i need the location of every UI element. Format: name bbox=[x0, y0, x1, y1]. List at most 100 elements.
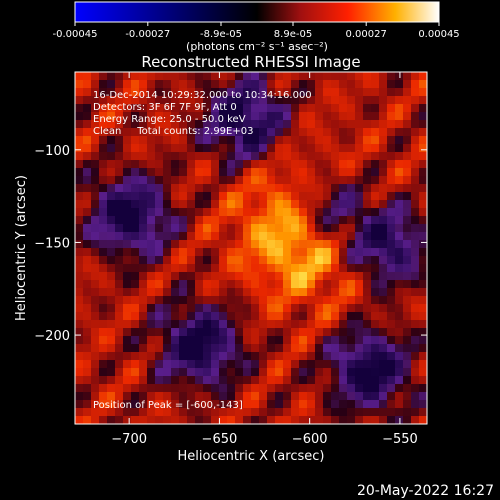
heat-cell bbox=[187, 312, 196, 321]
heat-cell bbox=[275, 376, 284, 385]
heat-cell bbox=[75, 304, 84, 313]
heat-cell bbox=[195, 360, 204, 369]
heat-cell bbox=[155, 336, 164, 345]
heat-cell bbox=[419, 88, 427, 97]
heat-cell bbox=[291, 376, 300, 385]
heat-cell bbox=[235, 160, 244, 169]
heat-cell bbox=[123, 136, 132, 145]
heat-cell bbox=[379, 336, 388, 345]
heat-cell bbox=[203, 104, 212, 113]
colorbar-gradient bbox=[74, 1, 440, 23]
heat-cell bbox=[235, 120, 244, 129]
heat-cell bbox=[419, 80, 427, 89]
heat-cell bbox=[195, 216, 204, 225]
heat-cell bbox=[147, 312, 156, 321]
heat-cell bbox=[283, 336, 292, 345]
heat-cell bbox=[363, 200, 372, 209]
heat-cell bbox=[91, 248, 100, 257]
heat-cell bbox=[323, 288, 332, 297]
heat-cell bbox=[267, 400, 276, 409]
heat-cell bbox=[267, 312, 276, 321]
heat-cell bbox=[371, 392, 380, 401]
heat-cell bbox=[243, 184, 252, 193]
heat-cell bbox=[163, 352, 172, 361]
heat-cell bbox=[203, 80, 212, 89]
heat-cell bbox=[419, 384, 427, 393]
heat-cell bbox=[163, 248, 172, 257]
heat-cell bbox=[83, 400, 92, 409]
heat-cell bbox=[83, 312, 92, 321]
heat-cell bbox=[187, 264, 196, 273]
heat-cell bbox=[419, 176, 427, 185]
heat-cell bbox=[235, 248, 244, 257]
heat-cell bbox=[91, 376, 100, 385]
heat-cell bbox=[195, 248, 204, 257]
heat-cell bbox=[147, 256, 156, 265]
heat-cell bbox=[411, 160, 420, 169]
heat-cell bbox=[259, 112, 268, 121]
heat-cell bbox=[171, 104, 180, 113]
heat-cell bbox=[179, 176, 188, 185]
heat-cell bbox=[307, 144, 316, 153]
heat-cell bbox=[331, 216, 340, 225]
heat-cell bbox=[179, 96, 188, 105]
heat-cell bbox=[83, 320, 92, 329]
heat-cell bbox=[411, 376, 420, 385]
heat-cell bbox=[267, 104, 276, 113]
heat-cell bbox=[291, 184, 300, 193]
heat-cell bbox=[243, 344, 252, 353]
colorbar-tick-label: -0.00045 bbox=[53, 29, 98, 40]
heat-cell bbox=[187, 304, 196, 313]
info-line-detectors: Detectors: 3F 6F 7F 9F, Att 0 bbox=[93, 102, 237, 113]
heat-cell bbox=[259, 328, 268, 337]
heat-cell bbox=[379, 232, 388, 241]
heat-cell bbox=[179, 224, 188, 233]
heat-cell bbox=[315, 88, 324, 97]
heat-cell bbox=[371, 352, 380, 361]
heat-cell bbox=[347, 224, 356, 233]
heat-cell bbox=[331, 304, 340, 313]
heat-cell bbox=[179, 368, 188, 377]
heat-cell bbox=[155, 112, 164, 121]
heat-cell bbox=[395, 96, 404, 105]
heat-cell bbox=[123, 368, 132, 377]
plot-frame bbox=[74, 71, 428, 425]
heat-cell bbox=[91, 336, 100, 345]
heat-cell bbox=[355, 336, 364, 345]
heat-cell bbox=[187, 288, 196, 297]
heat-cell bbox=[275, 160, 284, 169]
heat-cell bbox=[363, 360, 372, 369]
heat-cell bbox=[299, 280, 308, 289]
heat-cell bbox=[155, 152, 164, 161]
heat-cell bbox=[339, 408, 348, 417]
heat-cell bbox=[115, 392, 124, 401]
heat-cell bbox=[307, 176, 316, 185]
heat-cell bbox=[139, 256, 148, 265]
heat-cell bbox=[307, 256, 316, 265]
heat-cell bbox=[315, 320, 324, 329]
heat-cell bbox=[107, 112, 116, 121]
heat-cell bbox=[363, 328, 372, 337]
heat-cell bbox=[411, 296, 420, 305]
heat-cell bbox=[411, 280, 420, 289]
heat-cell bbox=[355, 136, 364, 145]
heat-cell bbox=[211, 320, 220, 329]
heat-cell bbox=[163, 400, 172, 409]
heat-cell bbox=[235, 104, 244, 113]
heat-cell bbox=[387, 224, 396, 233]
heat-cell bbox=[275, 256, 284, 265]
heat-cell bbox=[291, 144, 300, 153]
heat-cell bbox=[107, 360, 116, 369]
heat-cell bbox=[91, 192, 100, 201]
heat-cell bbox=[355, 208, 364, 217]
heat-cell bbox=[139, 216, 148, 225]
heat-cell bbox=[195, 96, 204, 105]
heat-cell bbox=[315, 392, 324, 401]
heat-cell bbox=[219, 312, 228, 321]
heat-cell bbox=[155, 208, 164, 217]
heat-cell bbox=[179, 248, 188, 257]
heat-cell bbox=[99, 416, 108, 424]
heat-cell bbox=[91, 288, 100, 297]
heat-cell bbox=[99, 112, 108, 121]
heat-cell bbox=[267, 360, 276, 369]
